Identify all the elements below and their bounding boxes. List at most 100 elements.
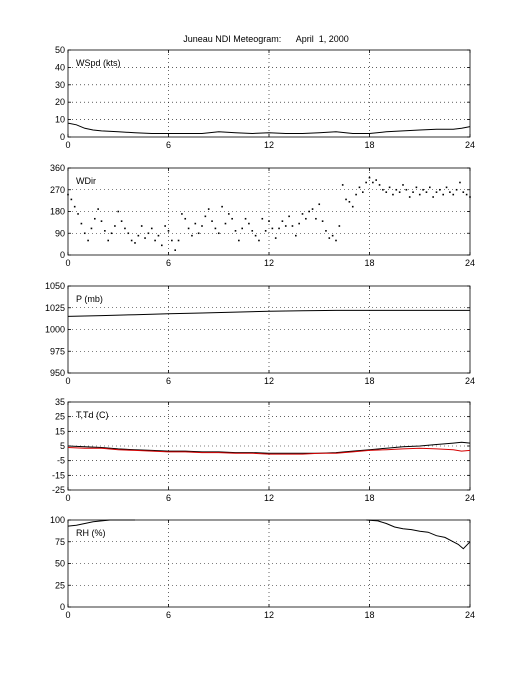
wdir-data-point (77, 213, 79, 215)
rh-y-tick-label: 75 (55, 537, 65, 547)
wspd-panel-label: WSpd (kts) (76, 58, 121, 68)
temp-x-tick-label: 24 (465, 493, 475, 503)
wdir-data-point (278, 227, 280, 230)
wdir-data-point (362, 191, 364, 193)
wdir-data-point (378, 184, 381, 186)
wdir-y-tick-label: 270 (50, 185, 65, 195)
wdir-data-point (181, 213, 183, 215)
wdir-data-point (425, 191, 428, 193)
rh-panel-label: RH (%) (76, 528, 106, 538)
rh-y-tick-label: 25 (55, 580, 65, 590)
wdir-data-point (318, 203, 321, 206)
wdir-data-point (104, 230, 106, 232)
wdir-data-point (382, 188, 384, 191)
wdir-data-point (187, 227, 190, 230)
wdir-data-point (392, 193, 394, 196)
wdir-data-point (345, 198, 347, 201)
temp-y-tick-label: -5 (57, 456, 65, 466)
wdir-data-point (465, 193, 468, 196)
wdir-data-point (73, 205, 76, 208)
wdir-data-point (355, 193, 357, 196)
wdir-data-point (67, 193, 69, 196)
wdir-y-tick-label: 360 (50, 163, 65, 173)
wdir-data-point (281, 220, 284, 222)
wdir-data-point (271, 227, 274, 230)
temp-y-tick-label: 5 (60, 441, 65, 451)
wdir-data-point (70, 198, 73, 201)
wdir-x-tick-label: 12 (264, 258, 274, 268)
wdir-data-point (140, 225, 143, 227)
pres-x-tick-label: 6 (166, 376, 171, 386)
wdir-data-point (258, 239, 260, 242)
rh-x-tick-label: 12 (264, 610, 274, 620)
temp-series-line-1 (67, 441, 471, 454)
wdir-data-point (177, 239, 180, 242)
temp-x-tick-label: 18 (364, 493, 374, 503)
wdir-data-point (147, 232, 150, 235)
wdir-data-point (94, 217, 96, 220)
wdir-data-point (331, 234, 334, 237)
pres-series-line-1 (67, 309, 470, 317)
wdir-data-point (295, 234, 297, 237)
wdir-data-point (120, 220, 123, 222)
wdir-data-point (130, 239, 133, 242)
wdir-data-point (328, 237, 331, 239)
wdir-data-point (161, 244, 163, 247)
wdir-data-point (429, 186, 431, 189)
wdir-data-point (341, 184, 344, 186)
wdir-data-point (402, 184, 404, 186)
wdir-data-point (388, 186, 391, 189)
wdir-data-point (137, 234, 140, 237)
wspd-y-tick-label: 40 (55, 62, 65, 72)
wdir-data-point (348, 201, 351, 203)
temp-y-tick-label: -25 (52, 485, 65, 495)
wdir-data-point (197, 232, 200, 235)
wdir-data-point (87, 239, 89, 242)
wspd-x-tick-label: 0 (65, 140, 70, 150)
wdir-data-point (445, 186, 448, 189)
panel-wind-speed: 0 6 12 18 24 0 10 20 30 40 50 WSpd (kts) (55, 45, 475, 150)
rh-y-tick-label: 100 (50, 515, 65, 525)
wdir-data-point (248, 222, 250, 225)
wspd-x-tick-label: 6 (166, 140, 171, 150)
wdir-data-point (154, 239, 156, 242)
wspd-x-tick-label: 24 (465, 140, 475, 150)
wdir-data-point (80, 222, 83, 225)
wdir-data-point (83, 232, 86, 235)
pres-y-tick-label: 950 (50, 368, 65, 378)
wdir-data-point (167, 230, 170, 232)
wdir-data-point (251, 230, 254, 232)
wdir-data-point (418, 193, 421, 196)
wdir-data-point (372, 181, 374, 184)
pres-panel-label: P (mb) (76, 294, 103, 304)
temp-y-tick-label: 25 (55, 412, 65, 422)
wspd-y-tick-label: 50 (55, 45, 65, 55)
wdir-data-point (124, 227, 126, 230)
wdir-data-point (224, 222, 227, 225)
wdir-x-tick-label: 18 (364, 258, 374, 268)
wdir-data-point (301, 213, 304, 215)
wdir-data-point (114, 225, 116, 227)
wdir-data-point (408, 196, 411, 198)
temp-x-tick-label: 0 (65, 493, 70, 503)
wdir-data-point (435, 191, 438, 193)
wdir-data-point (264, 230, 267, 232)
pres-x-tick-label: 0 (65, 376, 70, 386)
wspd-axes-box (67, 49, 471, 138)
wdir-data-point (422, 188, 424, 191)
wspd-y-tick-label: 0 (60, 132, 65, 142)
wdir-data-point (315, 217, 317, 220)
wdir-data-point (415, 186, 418, 189)
wdir-data-point (442, 193, 444, 196)
wdir-data-point (244, 217, 247, 220)
wdir-data-point (291, 225, 294, 227)
pres-y-tick-label: 975 (50, 346, 65, 356)
wdir-data-point (395, 188, 398, 191)
wdir-data-point (432, 196, 434, 198)
pres-x-tick-label: 18 (364, 376, 374, 386)
wdir-data-point (90, 227, 93, 230)
wdir-data-point (452, 193, 455, 196)
wdir-data-point (358, 186, 361, 189)
wdir-x-tick-label: 24 (465, 258, 475, 268)
